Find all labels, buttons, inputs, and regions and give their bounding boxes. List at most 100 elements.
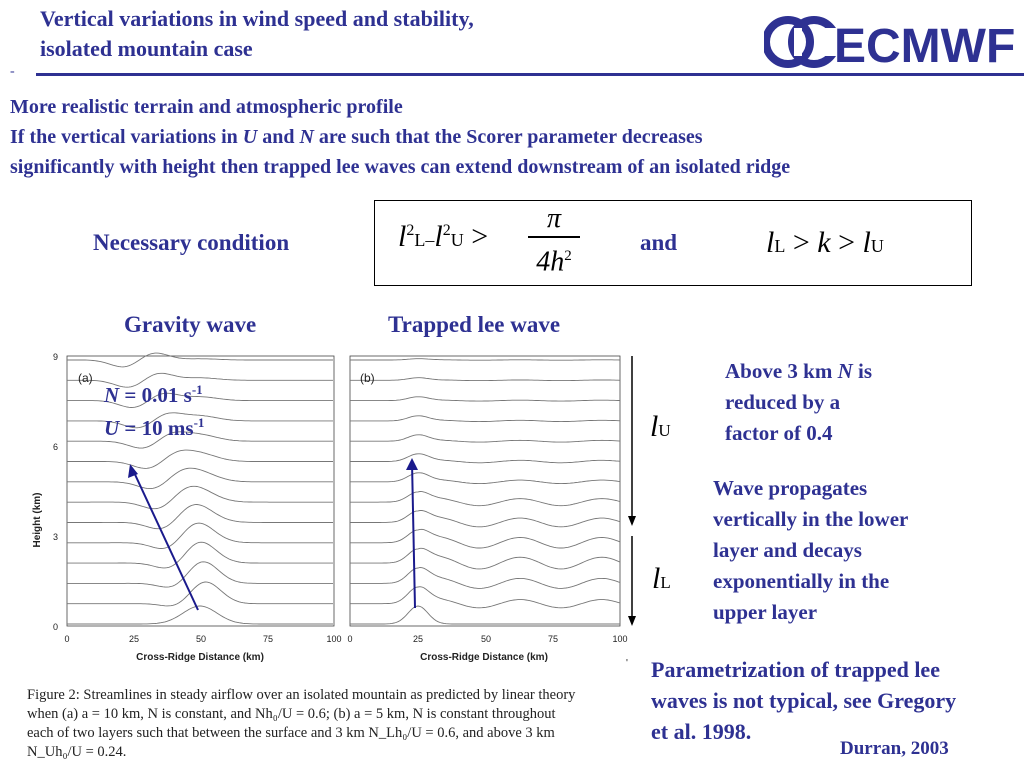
intro-text-c: are such that the Scorer parameter decre… <box>313 126 703 148</box>
above-line-3: factor of 0.4 <box>725 421 833 445</box>
y-tick-0: 0 <box>53 622 58 632</box>
streamline <box>350 453 621 464</box>
streamline <box>350 358 621 361</box>
x-tick-b-25: 25 <box>413 634 423 644</box>
x-tick-b-50: 50 <box>481 634 491 644</box>
streamline <box>350 586 621 609</box>
wave-line-3: layer and decays <box>713 538 862 562</box>
intro-text: More realistic terrain and atmospheric p… <box>10 92 1020 182</box>
panel-a-ticks: 0 3 6 9 0 25 50 75 100 0 25 50 75 100 <box>53 352 628 644</box>
streamline <box>350 434 621 443</box>
above-line-2: reduced by a <box>725 390 841 414</box>
panel-a-params: N = 0.01 s-1 U = 10 ms-1 <box>104 376 204 442</box>
param-N: N = 0.01 s-1 <box>104 376 204 409</box>
lL-l: l <box>652 562 661 595</box>
fraction-numerator: π <box>546 203 562 234</box>
param-line-3: et al. 1998. <box>651 719 752 744</box>
streamline <box>67 352 333 368</box>
caption-line-2: when (a) a = 10 km, N is constant, and N… <box>27 706 556 722</box>
streamline <box>67 504 333 530</box>
streamline <box>67 467 333 490</box>
y-tick-3: 3 <box>53 532 58 542</box>
streamline <box>350 415 621 423</box>
intro-line-2: If the vertical variations in U and N ar… <box>10 122 1020 152</box>
y-tick-9: 9 <box>53 352 58 362</box>
wave-line-5: upper layer <box>713 600 818 624</box>
streamline <box>350 605 620 625</box>
lU-symbol: lU <box>650 410 671 444</box>
panel-frame <box>349 355 621 627</box>
streamline-figure: (a) (b) Height (km) Cross-Ridge Distance… <box>32 352 628 669</box>
formula2-sub-L: L <box>774 236 786 256</box>
fraction-denominator: 4h2 <box>526 238 582 280</box>
streamline <box>67 431 333 449</box>
param-U-value: = 10 ms <box>119 416 194 440</box>
x-tick-a-25: 25 <box>129 634 139 644</box>
streamline <box>67 541 333 569</box>
formula2-sub-U: U <box>870 236 884 256</box>
streamline <box>350 472 621 485</box>
panel-b <box>349 355 621 627</box>
above-3km-note: Above 3 km N is reduced by a factor of 0… <box>725 356 872 449</box>
formula1-sq1: 2 <box>406 222 415 239</box>
intro-text-b: and <box>257 126 300 148</box>
title-rule <box>36 73 1024 76</box>
condition-fraction: π 4h2 <box>526 202 582 280</box>
param-line-2: waves is not typical, see Gregory <box>651 688 957 713</box>
streamline <box>67 581 333 607</box>
formula1-sq2: 2 <box>442 222 451 239</box>
ecmwf-logo: ECMWF <box>764 16 1015 70</box>
y-axis-label: Height (km) <box>32 493 43 548</box>
panel-a <box>66 352 335 627</box>
arrow-a-head <box>128 464 138 478</box>
formula1-l1: l <box>398 220 407 253</box>
y-tick-6: 6 <box>53 442 58 452</box>
formula2-gt2: > <box>838 226 856 259</box>
streamline <box>67 372 333 388</box>
caption-line-1: Figure 2: Streamlines in steady airflow … <box>27 687 576 703</box>
lU-sub: U <box>658 421 671 440</box>
above-text-b: is <box>852 359 873 383</box>
condition-box <box>374 200 972 286</box>
lower-layer-arrowhead <box>628 616 636 626</box>
param-U-exp: -1 <box>193 415 205 430</box>
formula1-gt: > <box>471 220 489 253</box>
intro-line-1: More realistic terrain and atmospheric p… <box>10 96 403 118</box>
panel-frame <box>66 355 335 627</box>
condition-formula-1: l2L–l2U > <box>398 220 488 254</box>
intro-symbol-N: N <box>299 126 314 148</box>
trailing-mark: ' <box>626 658 628 669</box>
wave-line-4: exponentially in the <box>713 569 890 593</box>
arrow-b <box>411 461 416 609</box>
ecmwf-logo-mark <box>764 16 840 68</box>
lL-symbol: lL <box>652 562 671 596</box>
layer-brackets <box>628 356 636 626</box>
x-axis-label-a: Cross-Ridge Distance (km) <box>136 652 264 663</box>
x-axis-label-b: Cross-Ridge Distance (km) <box>420 652 548 663</box>
intro-text-a: If the vertical variations in <box>10 126 243 148</box>
lU-l: l <box>650 410 659 443</box>
formula1-minus: – <box>425 230 435 250</box>
x-tick-a-0: 0 <box>64 634 69 644</box>
figure-caption: Figure 2: Streamlines in steady airflow … <box>27 686 629 762</box>
streamline <box>350 510 621 528</box>
param-line-1: Parametrization of trapped lee <box>651 657 940 682</box>
formula2-l2: l <box>862 226 871 259</box>
wave-line-1: Wave propagates <box>713 476 868 500</box>
param-N-symbol: N <box>104 383 120 407</box>
streamline <box>67 392 333 408</box>
above-text-a: Above 3 km <box>725 359 838 383</box>
streamline <box>350 547 621 570</box>
streamline <box>67 449 333 469</box>
x-tick-b-75: 75 <box>548 634 558 644</box>
formula1-l2: l <box>434 220 443 253</box>
streamline <box>350 567 621 589</box>
and-label: and <box>640 230 678 255</box>
formula2-gt1: > <box>792 226 810 259</box>
streamline <box>350 528 621 549</box>
panel-a-tag: (a) <box>78 371 93 385</box>
formula2-k: k <box>817 226 831 259</box>
wave-propagation-note: Wave propagates vertically in the lower … <box>713 473 908 628</box>
caption-line-3: each of two layers such that between the… <box>27 725 555 741</box>
intro-symbol-U: U <box>242 126 258 148</box>
